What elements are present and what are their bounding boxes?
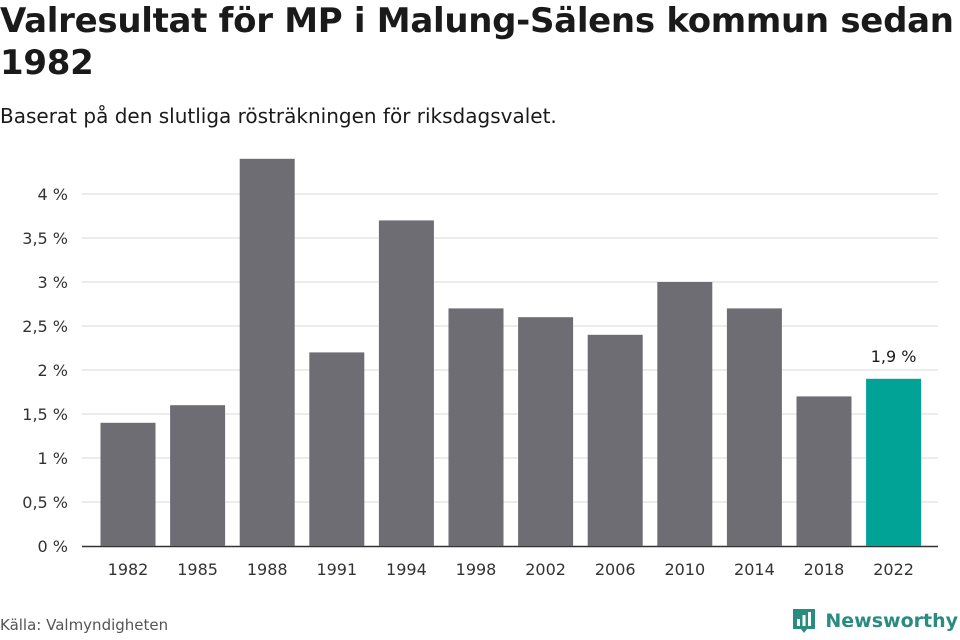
x-tick-label: 1994 bbox=[386, 560, 427, 579]
bar-2014 bbox=[726, 308, 782, 546]
bar-2002 bbox=[518, 317, 574, 546]
newsworthy-logo-icon bbox=[793, 609, 816, 633]
y-tick-label: 0 % bbox=[38, 537, 68, 556]
y-tick-label: 3 % bbox=[38, 273, 68, 292]
x-tick-label: 1988 bbox=[247, 560, 288, 579]
x-tick-label: 1998 bbox=[456, 560, 497, 579]
bar-1982 bbox=[100, 422, 156, 546]
bar-1998 bbox=[448, 308, 504, 546]
y-tick-label: 1,5 % bbox=[22, 405, 68, 424]
x-tick-label: 1985 bbox=[177, 560, 218, 579]
x-tick-label: 2010 bbox=[664, 560, 705, 579]
bar-chart: 0 % 0,5 % 1 % 1,5 % 2 % 2,5 % 3 % 3,5 % 4 % 1982… bbox=[22, 158, 938, 579]
y-tick-label: 3,5 % bbox=[22, 229, 68, 248]
y-tick-label: 2 % bbox=[38, 361, 68, 380]
brand-name: Newsworthy bbox=[825, 610, 958, 632]
bar-2010 bbox=[657, 282, 713, 546]
bar-1991 bbox=[309, 352, 365, 546]
data-label: 1,9 % bbox=[871, 347, 917, 366]
x-tick-label: 2002 bbox=[525, 560, 566, 579]
y-axis-ticks: 0 % 0,5 % 1 % 1,5 % 2 % 2,5 % 3 % 3,5 % 4 % bbox=[22, 185, 68, 556]
bar-1985 bbox=[170, 405, 226, 546]
y-tick-label: 4 % bbox=[38, 185, 68, 204]
bars bbox=[100, 158, 922, 547]
bar-1994 bbox=[378, 220, 434, 546]
x-tick-label: 2018 bbox=[804, 560, 845, 579]
y-tick-label: 1 % bbox=[38, 449, 68, 468]
x-tick-label: 1991 bbox=[316, 560, 357, 579]
chart-subtitle: Baserat på den slutliga rösträkningen fö… bbox=[0, 104, 557, 128]
bar-2022 bbox=[866, 378, 922, 546]
brand-logo: Newsworthy bbox=[791, 607, 958, 635]
chart-title: Valresultat för MP i Malung-Sälens kommu… bbox=[0, 1, 954, 83]
bar-1988 bbox=[239, 158, 295, 547]
bar-2018 bbox=[796, 396, 852, 546]
y-tick-label: 2,5 % bbox=[22, 317, 68, 336]
x-axis-ticks: 1982 1985 1988 1991 1994 1998 2002 2006 2010 2014… bbox=[108, 560, 914, 579]
x-tick-label: 1982 bbox=[108, 560, 149, 579]
x-tick-label: 2014 bbox=[734, 560, 775, 579]
x-tick-label: 2022 bbox=[873, 560, 914, 579]
data-labels: 1,9 % bbox=[871, 347, 917, 366]
source-note: Källa: Valmyndigheten bbox=[0, 616, 169, 634]
bar-2006 bbox=[587, 334, 643, 546]
x-tick-label: 2006 bbox=[595, 560, 636, 579]
y-tick-label: 0,5 % bbox=[22, 493, 68, 512]
